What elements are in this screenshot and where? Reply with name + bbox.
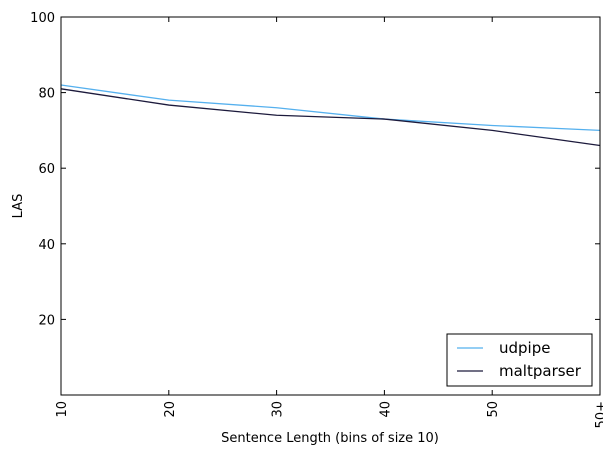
y-axis-label: LAS — [11, 194, 26, 219]
y-tick-label: 20 — [38, 313, 55, 328]
x-tick-label: 20 — [163, 401, 178, 418]
x-tick-label: 10 — [55, 401, 70, 418]
y-tick-label: 40 — [38, 238, 55, 253]
legend-box — [446, 333, 593, 387]
plot-frame — [60, 16, 601, 396]
line — [60, 88, 601, 147]
x-tick-label: 50+ — [594, 401, 603, 428]
x-tick-label: 40 — [378, 401, 393, 418]
y-tick-label: 100 — [30, 11, 55, 26]
y-tick-label: 60 — [38, 162, 55, 177]
x-axis-label: Sentence Length (bins of size 10) — [221, 431, 439, 446]
x-tick-label: 30 — [271, 401, 286, 418]
x-tick-label: 50 — [486, 401, 501, 418]
y-tick-label: 80 — [38, 87, 55, 102]
line — [60, 84, 601, 132]
legend-label: maltparser — [499, 362, 582, 380]
legend-label: udpipe — [499, 339, 550, 357]
